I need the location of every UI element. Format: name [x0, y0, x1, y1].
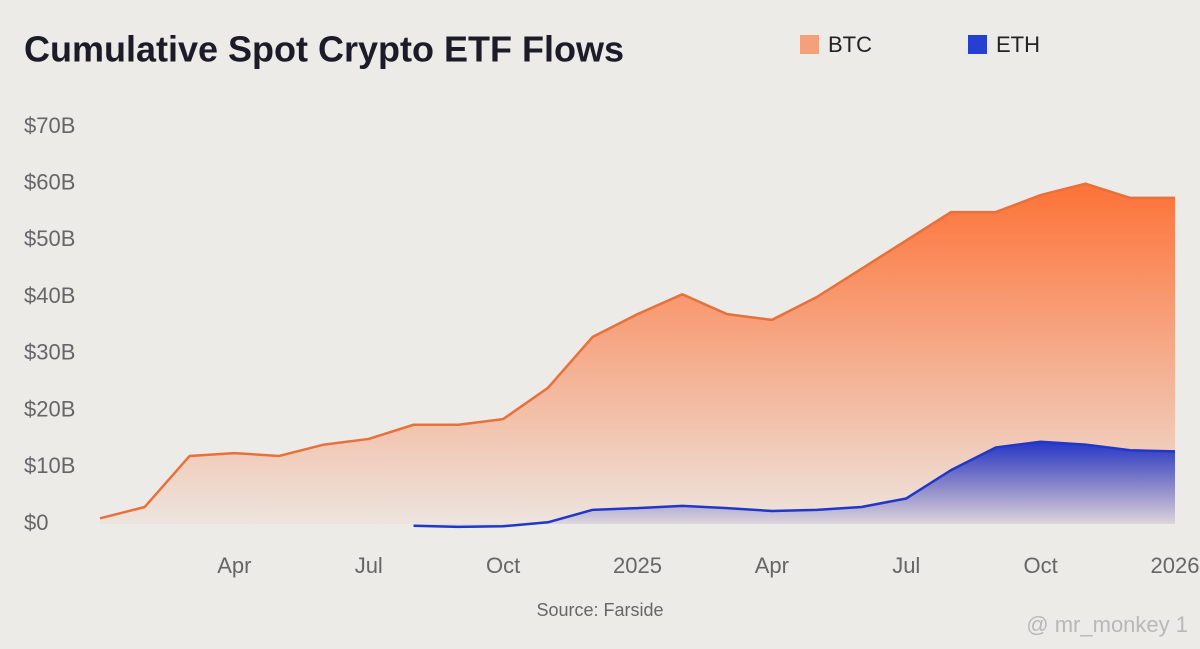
- legend-label: BTC: [828, 32, 872, 57]
- y-tick-label: $10B: [24, 453, 75, 478]
- watermark: @ mr_monkey 1: [1026, 612, 1188, 637]
- chart-title: Cumulative Spot Crypto ETF Flows: [24, 29, 624, 70]
- y-tick-label: $0: [24, 510, 48, 535]
- x-tick-label: Jul: [355, 553, 383, 578]
- legend-swatch: [800, 35, 819, 54]
- legend-label: ETH: [996, 32, 1040, 57]
- x-tick-label: Oct: [1024, 553, 1058, 578]
- y-tick-label: $50B: [24, 226, 75, 251]
- area-fill: [413, 441, 1176, 527]
- line: [413, 440, 1176, 529]
- x-tick-label: Oct: [486, 553, 520, 578]
- x-tick-label: Jul: [892, 553, 920, 578]
- y-tick-label: $20B: [24, 396, 75, 421]
- source: Source: Farside: [536, 600, 663, 620]
- x-tick-label: 2025: [613, 553, 662, 578]
- x-tick-label: 2026: [1151, 553, 1200, 578]
- y-tick-label: $60B: [24, 170, 75, 195]
- y-tick-label: $30B: [24, 340, 75, 365]
- x-tick-label: Apr: [755, 553, 789, 578]
- y-tick-label: $70B: [24, 113, 75, 138]
- x-tick-label: Apr: [217, 553, 251, 578]
- y-tick-label: $40B: [24, 283, 75, 308]
- legend-swatch: [968, 35, 987, 54]
- line: [99, 182, 1175, 520]
